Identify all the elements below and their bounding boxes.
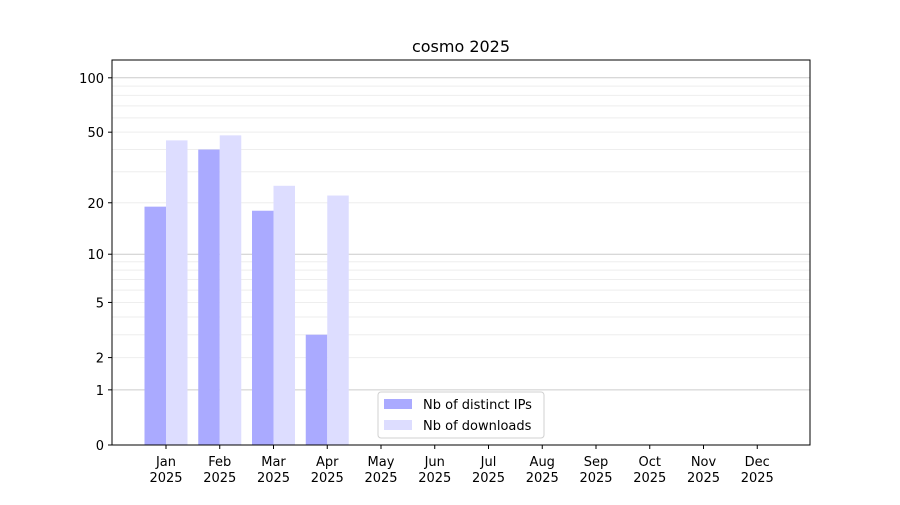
bar-downloads xyxy=(219,135,242,445)
x-tick-label: Aug 2025 xyxy=(526,455,559,486)
x-tick-label: Sep 2025 xyxy=(579,455,612,486)
y-tick-label: 50 xyxy=(87,126,104,141)
legend-swatch xyxy=(384,399,412,409)
x-tick-label: Dec 2025 xyxy=(741,455,774,486)
x-tick-label: Oct 2025 xyxy=(633,455,666,486)
bar-downloads xyxy=(166,140,188,446)
x-tick-label: Mar 2025 xyxy=(257,455,290,486)
y-tick-label: 100 xyxy=(79,72,104,87)
x-tick-label: May 2025 xyxy=(364,455,397,486)
plot-frame xyxy=(111,59,811,446)
bar-distinct-ips xyxy=(144,206,166,445)
x-tick-label: Nov 2025 xyxy=(687,455,720,486)
y-tick-label: 20 xyxy=(87,197,104,212)
legend-swatch xyxy=(384,420,412,430)
chart-title: cosmo 2025 xyxy=(412,37,510,56)
x-tick-label: Jun 2025 xyxy=(418,455,451,486)
x-tick-label: Jan 2025 xyxy=(149,455,182,486)
y-tick-label: 2 xyxy=(96,352,104,367)
y-tick-label: 0 xyxy=(96,439,104,454)
x-tick-label: Jul 2025 xyxy=(472,455,505,486)
legend-label: Nb of downloads xyxy=(423,419,532,434)
y-tick-label: 10 xyxy=(87,248,104,263)
bar-distinct-ips xyxy=(252,210,274,445)
x-tick-label: Apr 2025 xyxy=(311,455,344,486)
bar-distinct-ips xyxy=(305,334,328,445)
bar-distinct-ips xyxy=(198,149,220,445)
y-tick-label: 1 xyxy=(96,384,104,399)
legend-box xyxy=(377,391,545,439)
bar-downloads xyxy=(273,185,295,445)
y-tick-label: 5 xyxy=(96,296,104,311)
x-tick-label: Feb 2025 xyxy=(203,455,236,486)
bar-downloads xyxy=(327,195,349,445)
legend-label: Nb of distinct IPs xyxy=(423,398,532,413)
